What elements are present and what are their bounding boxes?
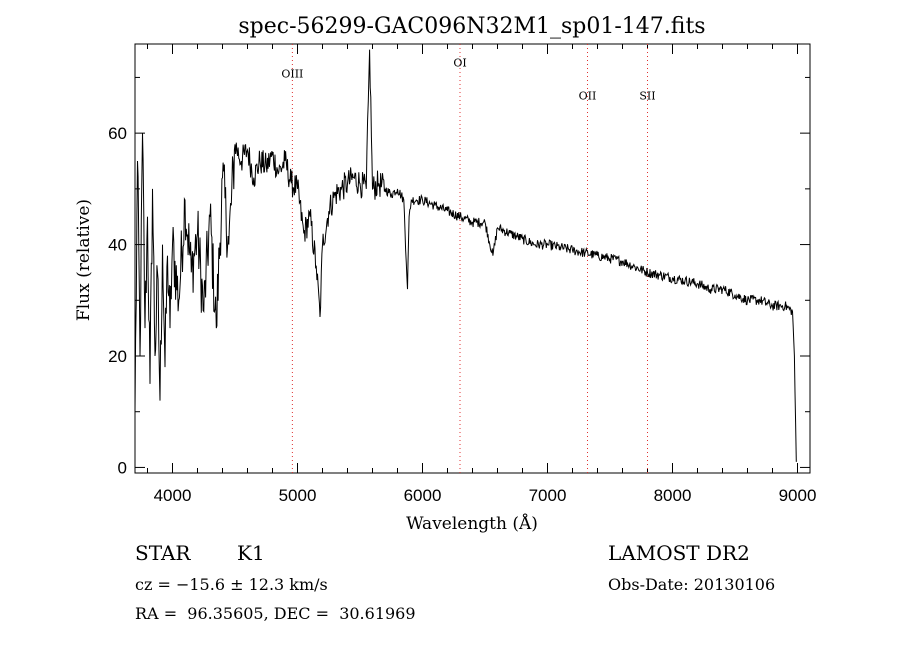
obs-date-readout: Obs-Date: 20130106	[608, 575, 776, 594]
y-axis-label: Flux (relative)	[74, 199, 94, 321]
coordinates-readout: RA = 96.35605, DEC = 30.61969	[135, 604, 416, 623]
x-tick-label: 6000	[404, 486, 442, 505]
chart-title: spec-56299-GAC096N32M1_sp01-147.fits	[238, 14, 705, 39]
y-tick-label: 60	[108, 124, 127, 143]
x-tick-label: 9000	[779, 486, 817, 505]
y-tick-label: 40	[108, 236, 127, 255]
x-axis-label: Wavelength (Å)	[406, 513, 538, 534]
y-tick-label: 0	[118, 458, 127, 477]
plot-area: 4000 5000 6000 7000 8000 9000 0 20 40 60 OIII OI OII…	[108, 43, 817, 505]
x-tick-label: 5000	[279, 486, 317, 505]
plot-frame	[134, 43, 811, 474]
class-label: STAR	[135, 541, 191, 565]
x-tick-label: 7000	[529, 486, 567, 505]
x-tick-label: 8000	[654, 486, 692, 505]
survey-label: LAMOST DR2	[608, 541, 750, 565]
x-tick-label: 4000	[154, 486, 192, 505]
spectrum-line	[134, 49, 797, 462]
emission-line-label: OIII	[281, 67, 303, 80]
emission-line-label: SII	[639, 90, 655, 103]
subclass-label: K1	[237, 541, 265, 565]
emission-line-label: OI	[453, 56, 466, 69]
redshift-readout: cz = −15.6 ± 12.3 km/s	[135, 575, 328, 594]
y-tick-label: 20	[108, 347, 127, 366]
emission-line-label: OII	[579, 90, 597, 103]
